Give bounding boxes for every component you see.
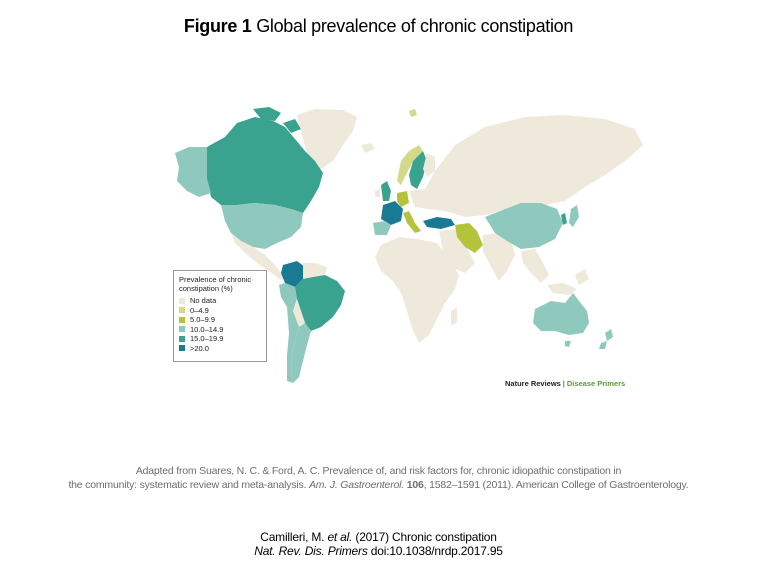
legend-swatch xyxy=(179,297,185,304)
country-norway xyxy=(397,145,423,185)
country-korea xyxy=(561,213,567,225)
country-colombia xyxy=(281,261,305,287)
credit-separator: | xyxy=(562,379,565,388)
citation-doi: doi:10.1038/nrdp.2017.95 xyxy=(367,544,503,558)
legend-swatch xyxy=(179,316,185,323)
legend-title: Prevalence of chronic constipation (%) xyxy=(179,275,252,293)
mexico xyxy=(231,233,287,279)
citation-etal: et al. xyxy=(327,530,353,544)
legend-item: 0–4.9 xyxy=(179,306,261,316)
ireland xyxy=(375,189,380,197)
citation: Camilleri, M. et al. (2017) Chronic cons… xyxy=(0,530,757,558)
madagascar xyxy=(451,307,457,325)
finland xyxy=(423,153,435,177)
citation-title: (2017) Chronic constipation xyxy=(352,530,497,544)
russia-asia xyxy=(409,115,643,217)
source-pages: , 1582–1591 (2011). American College of … xyxy=(423,479,689,491)
map-legend: Prevalence of chronic constipation (%) N… xyxy=(173,270,267,362)
legend-label: 15.0–19.9 xyxy=(190,334,224,344)
legend-label: 10.0–14.9 xyxy=(190,324,224,334)
iceland xyxy=(361,143,375,153)
country-usa xyxy=(221,203,303,249)
africa xyxy=(375,237,459,343)
country-iran xyxy=(455,223,483,253)
country-japan xyxy=(569,205,579,227)
country-australia xyxy=(533,293,589,335)
source-text: the community: systematic review and met… xyxy=(68,479,309,491)
middle-east xyxy=(439,229,475,273)
credit-publisher: Nature Reviews xyxy=(505,379,561,388)
country-germany xyxy=(397,191,409,207)
svalbard xyxy=(409,109,417,117)
figure-label: Figure 1 xyxy=(183,16,252,36)
legend-item: 10.0–14.9 xyxy=(179,325,261,335)
country-spain xyxy=(373,221,391,235)
citation-line-1: Camilleri, M. et al. (2017) Chronic cons… xyxy=(0,530,757,544)
south-asia xyxy=(483,233,515,281)
country-uk xyxy=(381,181,391,201)
legend-label: >20.0 xyxy=(190,343,209,353)
legend-item: >20.0 xyxy=(179,344,261,354)
country-sweden xyxy=(409,151,427,189)
figure-title: Figure 1 Global prevalence of chronic co… xyxy=(0,16,757,37)
legend-label: 0–4.9 xyxy=(190,305,209,315)
alaska xyxy=(175,147,211,197)
venezuela xyxy=(303,263,327,279)
citation-journal: Nat. Rev. Dis. Primers xyxy=(254,544,368,558)
country-china xyxy=(485,203,563,249)
legend-swatch xyxy=(179,345,185,352)
legend-label: 5.0–9.9 xyxy=(190,315,216,325)
legend-item: 15.0–19.9 xyxy=(179,334,261,344)
legend-swatch xyxy=(179,307,185,314)
country-italy xyxy=(403,211,421,233)
greenland xyxy=(297,109,357,169)
country-canada xyxy=(207,117,323,213)
country-new-zealand xyxy=(599,329,613,349)
canada-islands xyxy=(253,107,301,133)
country-brazil xyxy=(295,275,345,331)
legend-label: No data xyxy=(190,296,217,306)
tasmania xyxy=(565,341,571,347)
journal-credit: Nature Reviews | Disease Primers xyxy=(505,379,625,388)
legend-item: No data xyxy=(179,296,261,306)
source-line-2: the community: systematic review and met… xyxy=(0,478,757,492)
source-journal: Am. J. Gastroenterol. xyxy=(308,479,404,491)
country-chile xyxy=(287,307,299,383)
country-turkey xyxy=(423,217,455,229)
citation-line-2: Nat. Rev. Dis. Primers doi:10.1038/nrdp.… xyxy=(0,544,757,558)
bolivia xyxy=(293,299,305,327)
source-volume: 106 xyxy=(406,479,424,491)
credit-series: Disease Primers xyxy=(566,379,626,388)
source-note: Adapted from Suares, N. C. & Ford, A. C.… xyxy=(0,464,757,492)
source-line-1: Adapted from Suares, N. C. & Ford, A. C.… xyxy=(135,465,622,477)
figure-caption: Global prevalence of chronic constipatio… xyxy=(251,16,574,36)
southeast-asia xyxy=(521,249,589,295)
world-map xyxy=(175,107,643,383)
citation-author: Camilleri, M. xyxy=(260,530,328,544)
legend-item: 5.0–9.9 xyxy=(179,315,261,325)
legend-swatch xyxy=(179,326,185,333)
country-peru xyxy=(279,283,297,311)
legend-swatch xyxy=(179,335,185,342)
country-france xyxy=(381,201,403,225)
